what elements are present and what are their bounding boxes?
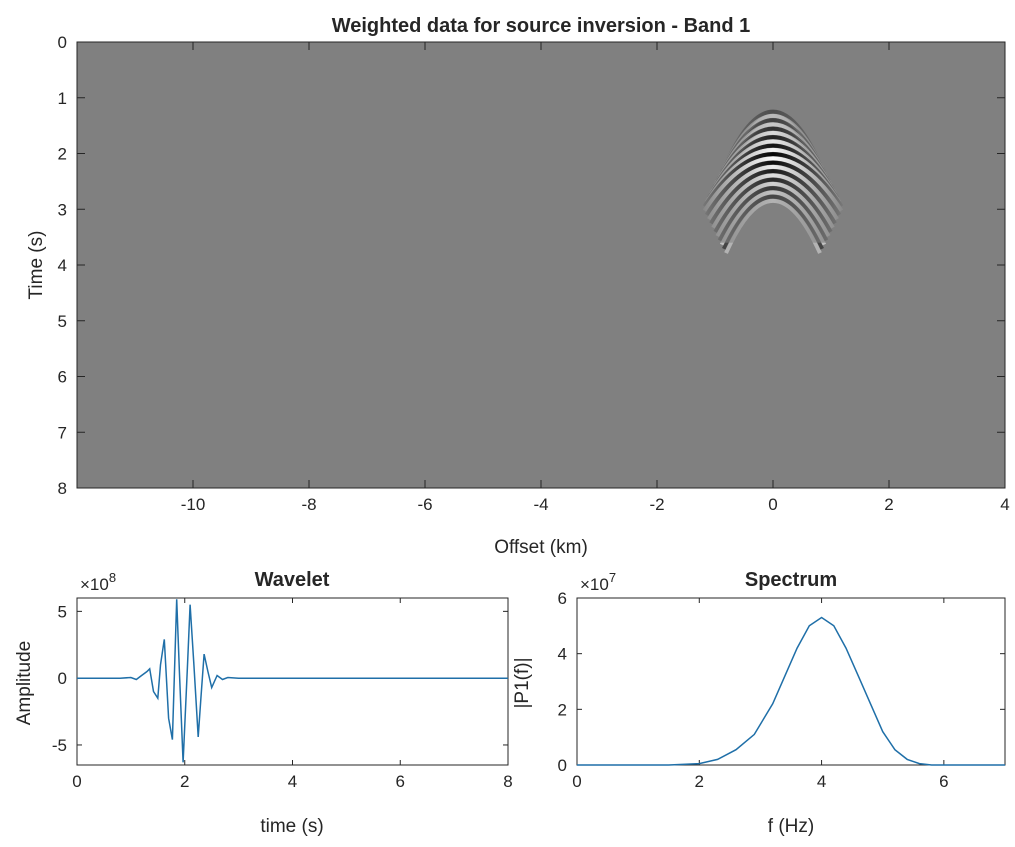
spectrum-ylabel: |P1(f)| — [512, 657, 533, 708]
seismic-xtick-label: 2 — [884, 495, 893, 514]
wavelet-ytick-label: 0 — [58, 669, 67, 688]
seismic-ytick-label: 2 — [58, 145, 67, 164]
seismic-ytick-label: 5 — [58, 312, 67, 331]
spectrum-series-line — [577, 616, 1005, 766]
spectrum-exponent: ×107 — [580, 570, 616, 594]
wavelet-xtick-label: 6 — [396, 772, 405, 791]
seismic-ytick-label: 6 — [58, 368, 67, 387]
seismic-background — [77, 42, 1005, 488]
wavelet-series-line — [77, 599, 508, 763]
seismic-ytick-label: 0 — [58, 33, 67, 52]
wavelet-ytick-label: 5 — [58, 602, 67, 621]
seismic-title: Weighted data for source inversion - Ban… — [332, 15, 751, 37]
seismic-xtick-label: -10 — [181, 495, 206, 514]
seismic-event-fade — [698, 98, 848, 243]
seismic-ytick-label: 1 — [58, 89, 67, 108]
seismic-xtick-label: -6 — [417, 495, 432, 514]
spectrum-xtick-label: 0 — [572, 772, 581, 791]
seismic-ylabel: Time (s) — [26, 231, 47, 300]
wavelet-xlabel: time (s) — [260, 816, 323, 837]
spectrum-frame — [576, 597, 1006, 766]
spectrum-xtick-label: 4 — [817, 772, 826, 791]
seismic-event — [698, 98, 848, 254]
spectrum-xtick-label: 2 — [695, 772, 704, 791]
seismic-xtick-label: -4 — [533, 495, 548, 514]
spectrum-xtick-label: 6 — [939, 772, 948, 791]
seismic-xtick-label: 4 — [1000, 495, 1009, 514]
seismic-ytick-label: 4 — [58, 256, 67, 275]
wavelet-xtick-label: 2 — [180, 772, 189, 791]
spectrum-panel: Spectrum ×107 0 2 4 6 0 2 4 6 f (Hz) |P1(f)| — [512, 569, 1006, 837]
wavelet-xtick-label: 0 — [72, 772, 81, 791]
spectrum-xlabel: f (Hz) — [768, 816, 814, 837]
seismic-panel: Weighted data for source inversion - Ban… — [26, 15, 1010, 558]
spectrum-ytick-label: 4 — [558, 645, 567, 664]
wavelet-title: Wavelet — [255, 569, 330, 591]
wavelet-ytick-label: -5 — [52, 736, 67, 755]
seismic-xtick-label: -8 — [301, 495, 316, 514]
wavelet-ylabel: Amplitude — [14, 641, 35, 726]
spectrum-ytick-label: 6 — [558, 589, 567, 608]
wavelet-panel: Wavelet ×108 0 2 4 6 8 -5 0 5 time (s) Amplitud… — [14, 569, 513, 837]
wavelet-exponent: ×108 — [80, 570, 116, 594]
wavelet-frame — [76, 597, 509, 766]
wavelet-xtick-label: 4 — [288, 772, 297, 791]
spectrum-ytick-label: 2 — [558, 700, 567, 719]
seismic-ytick-label: 3 — [58, 200, 67, 219]
seismic-xtick-label: -2 — [649, 495, 664, 514]
wavelet-xtick-label: 8 — [503, 772, 512, 791]
spectrum-ytick-label: 0 — [558, 756, 567, 775]
seismic-xlabel: Offset (km) — [494, 537, 588, 558]
spectrum-title: Spectrum — [745, 569, 837, 591]
seismic-xtick-label: 0 — [768, 495, 777, 514]
seismic-ytick-label: 8 — [58, 479, 67, 498]
seismic-ytick-label: 7 — [58, 423, 67, 442]
